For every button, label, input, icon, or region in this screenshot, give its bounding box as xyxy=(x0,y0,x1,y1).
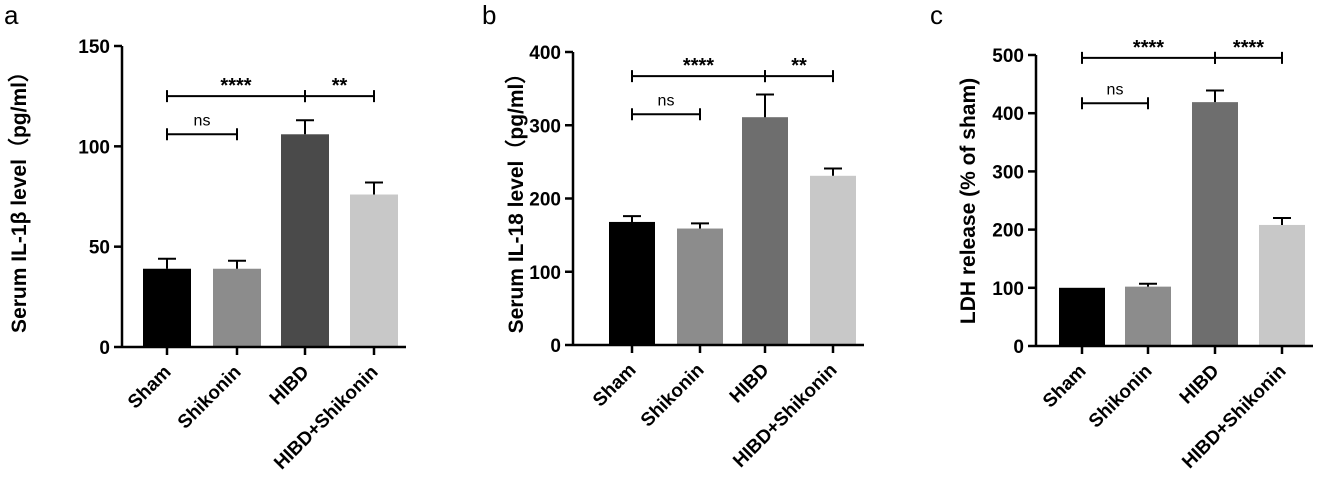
bar-sham xyxy=(143,268,191,347)
panel-letter-b: b xyxy=(482,0,496,30)
error-bar xyxy=(228,259,246,269)
x-tick-label: HIBD xyxy=(266,362,314,410)
y-tick-label: 0 xyxy=(550,336,561,357)
y-axis-title: LDH release (% of sham) xyxy=(957,78,980,324)
y-tick-label: 500 xyxy=(992,46,1024,67)
significance-bracket xyxy=(1081,97,1149,110)
y-tick-label: 0 xyxy=(99,338,110,359)
significance-label: ** xyxy=(332,75,348,97)
bar-hibd xyxy=(742,117,788,345)
y-axis-title: Serum IL-1β level（pg/ml） xyxy=(7,61,31,333)
y-tick-label: 0 xyxy=(1013,337,1024,358)
error-bar xyxy=(691,222,709,229)
bar-shikonin xyxy=(1125,286,1171,346)
error-bar xyxy=(158,257,176,269)
error-bar xyxy=(824,167,842,176)
panel-letter-c: c xyxy=(930,0,943,30)
error-bar xyxy=(296,119,314,135)
y-tick-label: 400 xyxy=(992,104,1024,125)
error-bar xyxy=(1206,89,1224,103)
significance-bracket xyxy=(304,90,375,103)
bar-sham xyxy=(609,221,655,345)
significance-bracket xyxy=(166,128,238,141)
bar-hibd-shikonin xyxy=(350,194,398,347)
significance-bracket xyxy=(1214,51,1283,64)
y-tick-label: 300 xyxy=(529,116,561,137)
error-bar xyxy=(1139,282,1157,287)
x-tick-label: Shikonin xyxy=(1085,361,1157,433)
y-tick-label: 400 xyxy=(529,43,561,64)
significance-label: **** xyxy=(1233,37,1264,59)
y-tick-label: 100 xyxy=(78,137,110,158)
error-bar xyxy=(1273,216,1291,225)
significance-label: ** xyxy=(791,55,807,77)
significance-label: **** xyxy=(683,55,714,77)
panel-letter-a: a xyxy=(4,0,19,30)
x-tick-label: Shikonin xyxy=(174,362,246,434)
x-tick-label: Sham xyxy=(1039,361,1090,412)
bar-shikonin xyxy=(677,228,723,345)
y-tick-label: 100 xyxy=(992,279,1024,300)
significance-label: **** xyxy=(220,75,251,97)
y-tick-label: 50 xyxy=(89,238,110,259)
x-tick-label: Sham xyxy=(124,362,175,413)
error-bar xyxy=(623,215,641,222)
x-tick-label: Sham xyxy=(589,360,640,411)
significance-bracket xyxy=(631,108,701,121)
bar-hibd-shikonin xyxy=(1259,224,1305,346)
significance-label: **** xyxy=(1133,37,1164,59)
significance-bracket xyxy=(764,70,834,83)
y-tick-label: 300 xyxy=(992,162,1024,183)
error-bar xyxy=(756,93,774,118)
y-tick-label: 150 xyxy=(78,37,110,58)
x-tick-label: HIBD xyxy=(1176,361,1224,409)
bar-shikonin xyxy=(213,268,261,347)
y-tick-label: 100 xyxy=(529,263,561,284)
bar-hibd xyxy=(281,134,329,347)
bar-hibd-shikonin xyxy=(810,175,856,345)
x-tick-label: HIBD xyxy=(726,360,774,408)
y-tick-label: 200 xyxy=(992,221,1024,242)
significance-label: ns xyxy=(1107,81,1124,98)
bar-hibd xyxy=(1192,102,1238,346)
error-bar xyxy=(365,181,383,195)
bar-sham xyxy=(1059,287,1105,346)
significance-label: ns xyxy=(658,92,675,109)
x-tick-label: Shikonin xyxy=(637,360,709,432)
y-tick-label: 200 xyxy=(529,190,561,211)
y-axis-title: Serum IL-18 level（pg/ml） xyxy=(504,63,528,334)
significance-label: ns xyxy=(194,112,211,129)
